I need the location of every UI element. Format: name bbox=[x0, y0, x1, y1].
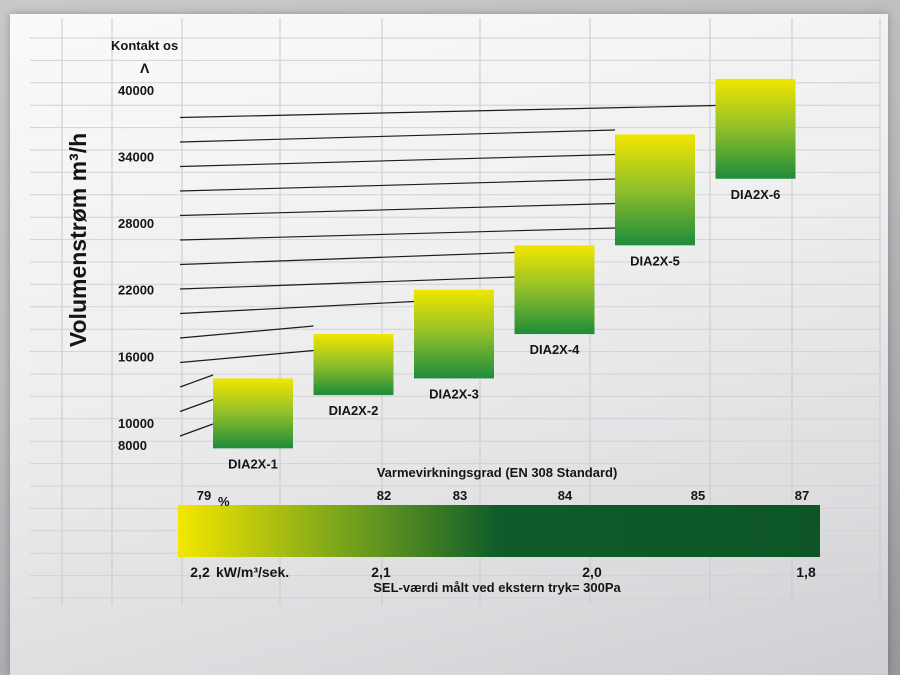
guide-line bbox=[179, 129, 616, 143]
bar-dia2x-5 bbox=[615, 134, 695, 246]
efficiency-value: 87 bbox=[795, 488, 809, 503]
guide-line bbox=[179, 300, 415, 315]
guide-lines bbox=[179, 104, 716, 437]
efficiency-title: Varmevirkningsgrad (EN 308 Standard) bbox=[377, 465, 618, 480]
bar-label: DIA2X-6 bbox=[731, 187, 781, 202]
sel-value: 2,0 bbox=[582, 564, 602, 580]
bar-dia2x-2 bbox=[313, 334, 394, 396]
efficiency-value: 82 bbox=[377, 488, 391, 503]
efficiency-value: 84 bbox=[558, 488, 573, 503]
guide-line bbox=[179, 349, 314, 364]
y-tick-label: 28000 bbox=[118, 216, 154, 231]
guide-line bbox=[179, 325, 314, 339]
bar-label: DIA2X-3 bbox=[429, 386, 479, 401]
bar-dia2x-3 bbox=[414, 289, 494, 379]
guide-line bbox=[179, 153, 616, 168]
y-axis: Volumenstrøm m³/h Kontakt os Λ 40000 3400… bbox=[65, 38, 178, 453]
y-tick-label: 22000 bbox=[118, 283, 154, 298]
guide-line bbox=[179, 374, 214, 388]
guide-line bbox=[179, 423, 214, 437]
y-axis-arrow: Λ bbox=[140, 60, 150, 76]
y-tick-label: 10000 bbox=[118, 416, 154, 431]
sel-value: 2,1 bbox=[371, 564, 391, 580]
guide-line bbox=[179, 104, 716, 119]
y-tick-label: 8000 bbox=[118, 438, 147, 453]
guide-line bbox=[179, 178, 616, 192]
bar-label: DIA2X-1 bbox=[228, 456, 278, 471]
bar-label: DIA2X-2 bbox=[329, 403, 379, 418]
sel-value: 2,2 bbox=[190, 564, 210, 580]
bar-label: DIA2X-5 bbox=[630, 253, 680, 268]
sel-value: 1,8 bbox=[796, 564, 816, 580]
efficiency-value: 79 bbox=[197, 488, 211, 503]
efficiency-scale: Varmevirkningsgrad (EN 308 Standard) SEL… bbox=[178, 465, 820, 595]
bar-dia2x-1 bbox=[213, 378, 293, 449]
bar-dia2x-4 bbox=[514, 245, 595, 335]
efficiency-unit: % bbox=[218, 494, 230, 509]
y-tick-label: 16000 bbox=[118, 349, 154, 364]
guide-line bbox=[179, 276, 515, 290]
sel-title: SEL-værdi målt ved ekstern tryk= 300Pa bbox=[373, 580, 621, 595]
guide-line bbox=[179, 251, 515, 266]
efficiency-value: 83 bbox=[453, 488, 467, 503]
bar-label: DIA2X-4 bbox=[530, 342, 581, 357]
y-axis-title: Volumenstrøm m³/h bbox=[65, 133, 91, 347]
y-axis-top-caption: Kontakt os bbox=[111, 38, 178, 53]
sel-unit: kW/m³/sek. bbox=[216, 564, 289, 580]
guide-line bbox=[179, 398, 214, 413]
y-tick-label: 40000 bbox=[118, 83, 154, 98]
efficiency-gradient-band bbox=[178, 505, 820, 557]
bar-layer: DIA2X-1 DIA2X-2 DIA2X-3 DIA2X-4 DIA2X-5 DIA2X… bbox=[213, 78, 796, 471]
guide-line bbox=[179, 202, 616, 217]
bar-dia2x-6 bbox=[715, 78, 796, 179]
efficiency-value: 85 bbox=[691, 488, 705, 503]
guide-line bbox=[179, 227, 616, 241]
y-tick-label: 34000 bbox=[118, 150, 154, 165]
